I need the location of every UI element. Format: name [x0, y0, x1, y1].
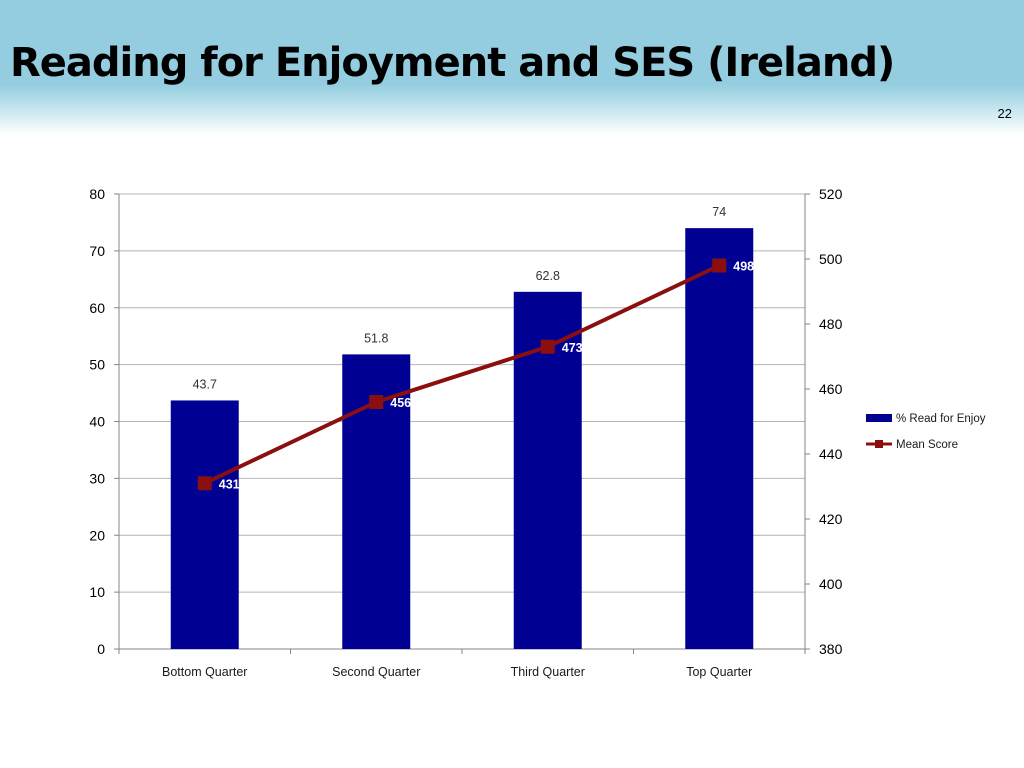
bar-value-label: 43.7 — [193, 377, 217, 391]
left-axis-tick-label: 80 — [89, 186, 105, 202]
legend-swatch-bars — [866, 414, 892, 422]
legend-label-line: Mean Score — [896, 439, 958, 451]
left-axis-tick-label: 0 — [97, 641, 105, 657]
right-axis-tick-label: 400 — [819, 576, 843, 592]
x-axis-category-label: Second Quarter — [332, 665, 420, 679]
left-axis-tick-label: 20 — [89, 527, 105, 543]
line-marker — [540, 339, 555, 354]
line-marker — [197, 476, 212, 491]
x-axis-category-label: Third Quarter — [511, 665, 585, 679]
line-value-label: 431 — [219, 477, 240, 491]
right-axis-tick-label: 460 — [819, 381, 843, 397]
line-value-label: 498 — [733, 260, 754, 274]
left-axis-tick-label: 70 — [89, 243, 105, 259]
left-axis-tick-label: 10 — [89, 584, 105, 600]
right-axis-tick-label: 420 — [819, 511, 843, 527]
left-axis-tick-label: 40 — [89, 414, 105, 430]
bar — [170, 400, 239, 649]
right-axis-tick-label: 500 — [819, 251, 843, 267]
left-axis-tick-label: 60 — [89, 300, 105, 316]
left-axis-tick-label: 50 — [89, 357, 105, 373]
line-value-label: 456 — [390, 396, 411, 410]
x-axis-category-label: Top Quarter — [686, 665, 752, 679]
header-band — [0, 0, 1024, 135]
left-axis-tick-label: 30 — [89, 470, 105, 486]
bar-value-label: 51.8 — [364, 331, 388, 345]
right-axis-tick-label: 480 — [819, 316, 843, 332]
slide-title: Reading for Enjoyment and SES (Ireland) — [10, 40, 895, 86]
line-value-label: 473 — [562, 341, 583, 355]
bar-value-label: 62.8 — [536, 269, 560, 283]
x-axis-category-label: Bottom Quarter — [162, 665, 247, 679]
right-axis-tick-label: 380 — [819, 641, 843, 657]
line-marker — [712, 258, 727, 273]
line-marker — [369, 395, 384, 409]
bar-value-label: 74 — [712, 205, 726, 219]
legend-label-bars: % Read for Enjoy — [896, 413, 986, 425]
mean-score-line — [203, 263, 721, 486]
slide-number: 22 — [997, 106, 1012, 121]
legend-swatch-marker — [875, 440, 883, 448]
right-axis-tick-label: 520 — [819, 186, 843, 202]
right-axis-tick-label: 440 — [819, 446, 843, 462]
bar — [685, 228, 754, 649]
